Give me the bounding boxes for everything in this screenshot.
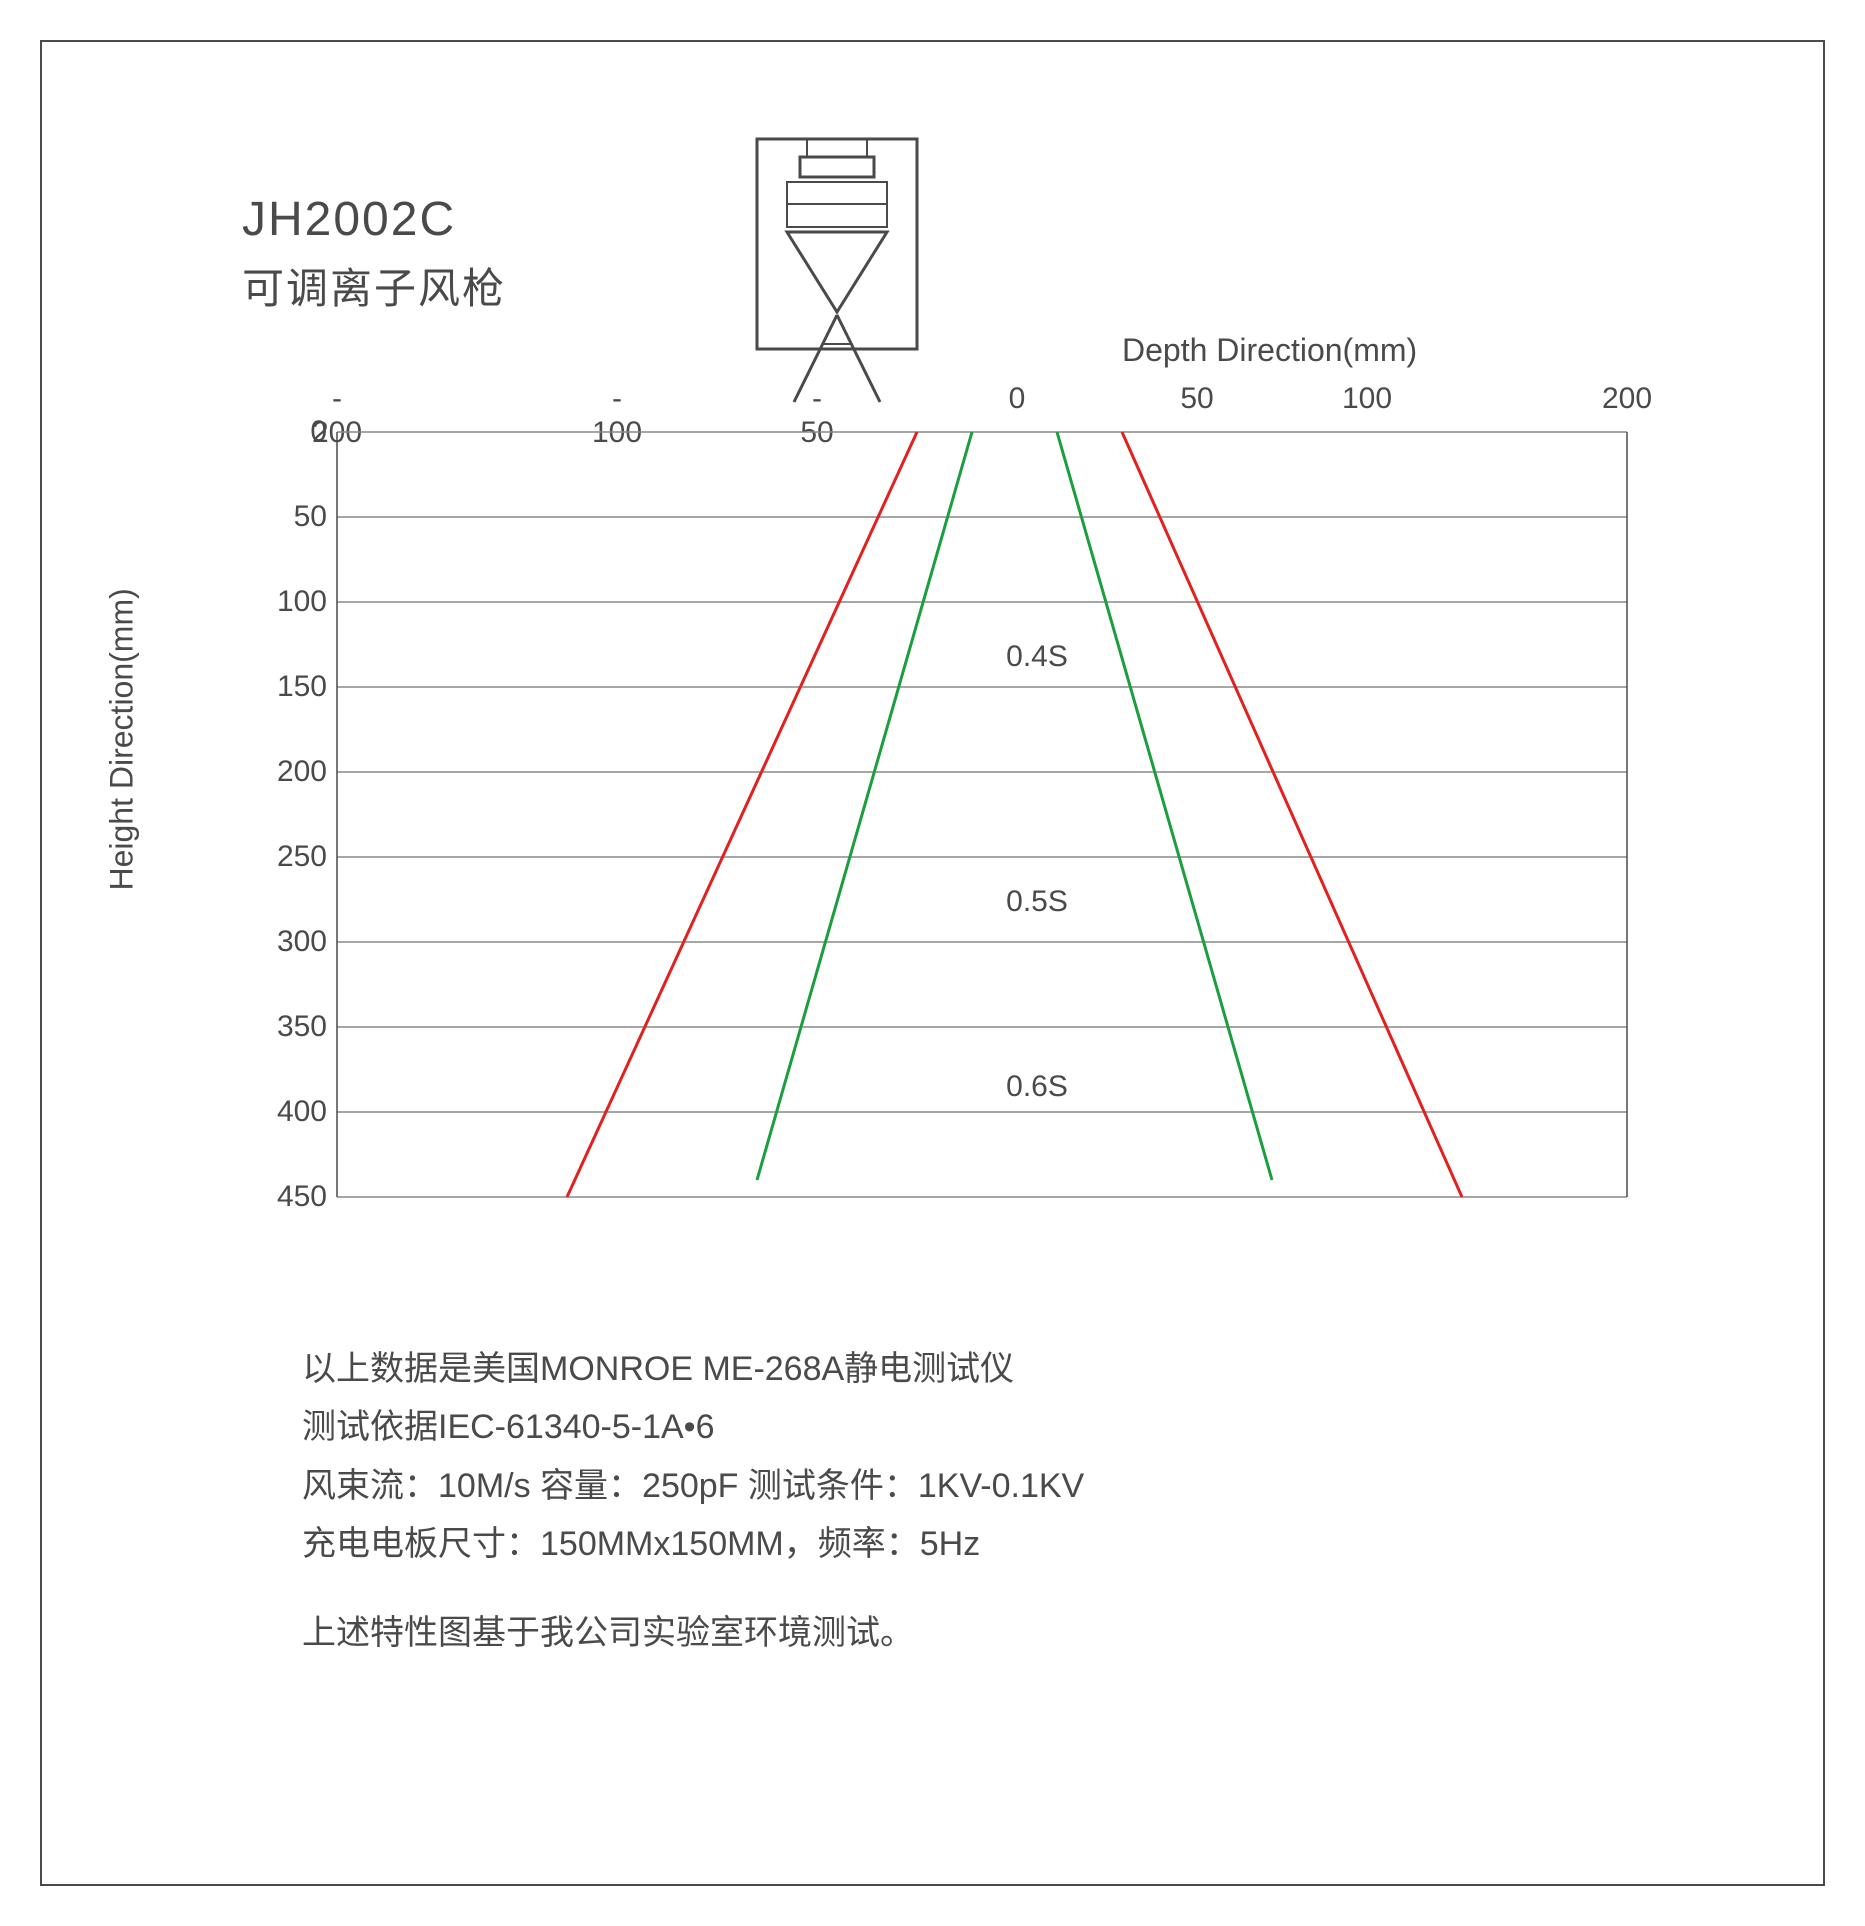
chart-data-label: 0.4S [1006, 640, 1068, 674]
title-sub: 可调离子风枪 [242, 255, 506, 316]
note-line-1: 以上数据是美国MONROE ME-268A静电测试仪 [302, 1342, 1084, 1396]
chart-svg [252, 382, 1632, 1202]
notes-block: 以上数据是美国MONROE ME-268A静电测试仪 测试依据IEC-61340… [302, 1342, 1084, 1664]
note-line-2: 测试依据IEC-61340-5-1A•6 [302, 1400, 1084, 1454]
chart-data-label: 0.5S [1006, 885, 1068, 919]
note-line-3: 风束流：10M/s 容量：250pF 测试条件：1KV-0.1KV [302, 1459, 1084, 1513]
chart-data-label: 0.6S [1006, 1070, 1068, 1104]
page-border: JH2002C 可调离子风枪 Depth Direction(mm) Heigh… [40, 40, 1825, 1886]
nozzle-svg [742, 137, 932, 407]
title-block: JH2002C 可调离子风枪 [242, 192, 506, 316]
device-icon [742, 137, 932, 412]
title-main: JH2002C [242, 192, 506, 247]
y-axis-label: Height Direction(mm) [104, 588, 141, 890]
note-line-5: 上述特性图基于我公司实验室环境测试。 [302, 1606, 1084, 1660]
x-axis-label: Depth Direction(mm) [1122, 332, 1417, 369]
note-line-4: 充电电板尺寸：150MMx150MM，频率：5Hz [302, 1517, 1084, 1571]
